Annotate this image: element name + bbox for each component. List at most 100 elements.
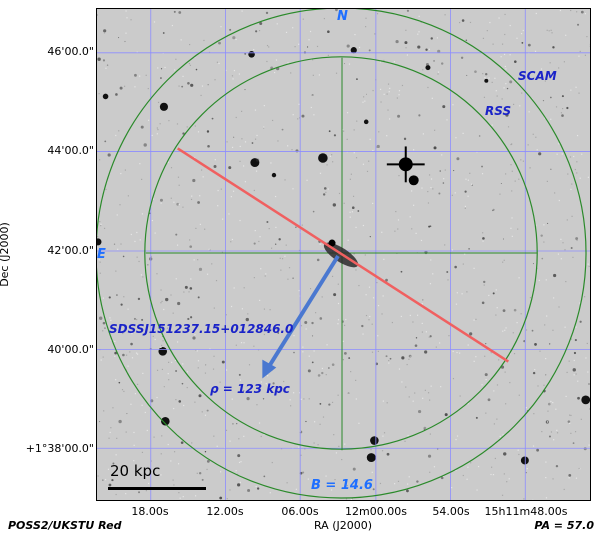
sky-noise: [294, 46, 296, 48]
sky-noise: [362, 333, 364, 335]
star: [322, 193, 326, 196]
star: [363, 119, 369, 125]
sky-noise: [175, 58, 177, 60]
sky-noise: [467, 466, 469, 468]
star: [218, 41, 221, 45]
star: [327, 367, 330, 369]
sky-noise: [565, 34, 567, 36]
sky-noise: [116, 437, 118, 439]
star: [97, 14, 98, 16]
sky-noise: [374, 33, 376, 35]
sky-noise: [160, 474, 162, 476]
sky-noise: [313, 442, 315, 444]
star: [555, 464, 559, 468]
star: [503, 452, 507, 456]
sky-noise: [498, 17, 500, 19]
sky-noise: [107, 468, 110, 470]
sky-noise: [451, 194, 453, 196]
star: [465, 39, 468, 42]
sky-noise: [469, 21, 472, 24]
sky-noise: [413, 204, 415, 206]
sky-noise: [136, 51, 138, 53]
sky-noise: [365, 314, 368, 317]
star: [581, 395, 590, 405]
star: [318, 153, 328, 163]
star: [195, 68, 198, 71]
sky-noise: [208, 248, 210, 251]
star: [124, 40, 126, 43]
sky-noise: [258, 30, 261, 32]
sky-noise: [437, 73, 439, 75]
sky-noise: [110, 319, 112, 321]
sky-noise: [231, 146, 234, 149]
sky-noise: [263, 105, 265, 107]
sky-noise: [217, 205, 219, 207]
sky-noise: [343, 202, 345, 204]
sky-noise: [459, 352, 461, 354]
star: [219, 496, 223, 500]
star: [293, 351, 295, 354]
sky-noise: [580, 418, 582, 420]
star: [236, 423, 238, 425]
sky-noise: [473, 319, 475, 321]
slit-line: [177, 147, 510, 363]
sky-noise: [511, 235, 513, 237]
sky-noise: [239, 379, 242, 381]
sky-noise: [546, 180, 548, 182]
sky-noise: [160, 346, 162, 349]
sky-noise: [452, 104, 454, 106]
star: [425, 62, 429, 66]
star: [492, 292, 495, 295]
star: [481, 301, 485, 305]
sky-noise: [494, 77, 496, 79]
star: [175, 233, 178, 236]
star: [430, 37, 433, 40]
sky-noise: [175, 399, 177, 401]
sky-noise: [400, 315, 402, 318]
sky-noise: [325, 374, 327, 376]
star: [189, 245, 193, 248]
sky-noise: [509, 24, 511, 27]
sky-noise: [130, 233, 132, 236]
sky-noise: [407, 483, 409, 485]
sky-noise: [231, 398, 233, 400]
sky-noise: [217, 189, 219, 192]
sky-noise: [375, 146, 378, 148]
sky-noise: [365, 26, 367, 28]
star: [400, 270, 403, 273]
sky-noise: [287, 145, 289, 147]
star: [256, 487, 260, 490]
sky-noise: [280, 269, 282, 271]
sky-noise: [369, 138, 371, 140]
sky-noise: [408, 396, 410, 398]
sky-noise: [396, 97, 398, 99]
sky-noise: [115, 493, 117, 496]
sky-noise: [157, 129, 159, 131]
sky-noise: [397, 228, 399, 230]
star: [228, 166, 232, 170]
sky-noise: [376, 13, 379, 15]
sky-noise: [238, 461, 241, 464]
sky-noise: [280, 448, 283, 450]
sky-noise: [545, 497, 548, 499]
sky-noise: [553, 439, 555, 441]
star: [446, 271, 449, 274]
sky-noise: [386, 402, 388, 404]
star: [572, 442, 575, 445]
sky-noise: [253, 49, 255, 51]
sky-noise: [584, 13, 587, 15]
sky-noise: [304, 448, 306, 450]
sky-noise: [556, 153, 558, 155]
star: [319, 317, 323, 320]
star: [352, 467, 356, 471]
star: [525, 472, 527, 474]
star: [292, 277, 294, 280]
sky-noise: [174, 69, 176, 71]
sky-noise: [235, 116, 237, 119]
sky-noise: [482, 37, 485, 39]
sky-noise: [136, 353, 139, 355]
sky-noise: [243, 435, 245, 437]
star: [441, 62, 444, 65]
x-tick-label: 12.00s: [206, 505, 244, 518]
sky-noise: [109, 317, 111, 319]
